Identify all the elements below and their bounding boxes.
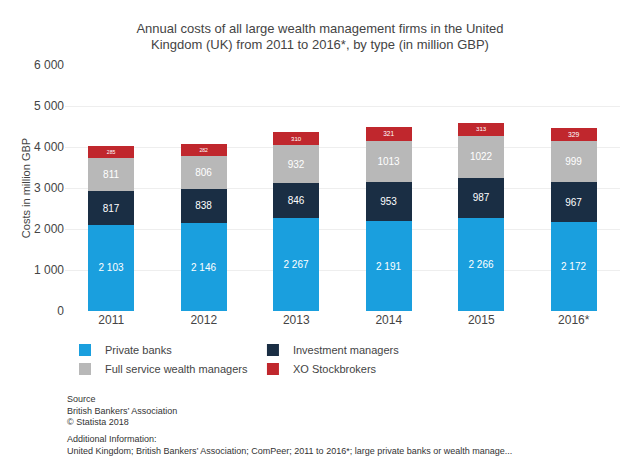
svg-text:806: 806 xyxy=(195,167,212,178)
svg-text:817: 817 xyxy=(103,203,120,214)
svg-text:5 000: 5 000 xyxy=(34,99,64,113)
svg-text:2 103: 2 103 xyxy=(99,262,124,273)
svg-text:SourceBritish Bankers’ Associa: SourceBritish Bankers’ Association© Stat… xyxy=(67,394,177,427)
svg-text:1 000: 1 000 xyxy=(34,263,64,277)
svg-text:2016*: 2016* xyxy=(558,313,590,327)
svg-text:3 000: 3 000 xyxy=(34,181,64,195)
svg-text:1013: 1013 xyxy=(377,156,400,167)
svg-text:Private banks: Private banks xyxy=(105,344,172,356)
svg-text:329: 329 xyxy=(568,131,580,138)
svg-text:999: 999 xyxy=(565,156,582,167)
svg-text:285: 285 xyxy=(107,149,116,155)
svg-text:Additional Information:United: Additional Information:United Kingdom; B… xyxy=(67,434,512,456)
svg-text:310: 310 xyxy=(291,135,302,142)
svg-text:2014: 2014 xyxy=(375,313,402,327)
svg-text:6 000: 6 000 xyxy=(34,58,64,72)
svg-text:2015: 2015 xyxy=(468,313,495,327)
svg-text:1022: 1022 xyxy=(470,151,493,162)
svg-text:2011: 2011 xyxy=(98,313,124,327)
svg-text:XO Stockbrokers: XO Stockbrokers xyxy=(293,363,377,375)
svg-text:0: 0 xyxy=(57,304,64,318)
svg-text:2 266: 2 266 xyxy=(469,259,494,270)
svg-text:838: 838 xyxy=(195,200,212,211)
svg-text:4 000: 4 000 xyxy=(34,140,64,154)
svg-text:2 146: 2 146 xyxy=(191,262,216,273)
svg-text:Costs in million GBP: Costs in million GBP xyxy=(20,138,32,238)
svg-text:282: 282 xyxy=(199,147,208,153)
svg-text:2 267: 2 267 xyxy=(284,259,309,270)
svg-text:Full service wealth managers: Full service wealth managers xyxy=(105,363,248,375)
svg-text:932: 932 xyxy=(288,159,305,170)
svg-text:2 172: 2 172 xyxy=(561,261,586,272)
svg-text:2013: 2013 xyxy=(283,313,310,327)
svg-text:846: 846 xyxy=(288,195,305,206)
svg-text:811: 811 xyxy=(103,169,119,180)
svg-text:Investment managers: Investment managers xyxy=(293,344,399,356)
svg-text:313: 313 xyxy=(476,125,487,132)
svg-text:2012: 2012 xyxy=(190,313,217,327)
svg-text:Annual costs of all large weal: Annual costs of all large wealth managem… xyxy=(136,21,503,53)
svg-text:953: 953 xyxy=(380,196,397,207)
svg-text:321: 321 xyxy=(383,130,394,137)
svg-text:967: 967 xyxy=(565,197,582,208)
svg-text:987: 987 xyxy=(473,192,490,203)
svg-text:2 000: 2 000 xyxy=(34,222,64,236)
svg-text:2 191: 2 191 xyxy=(376,261,401,272)
